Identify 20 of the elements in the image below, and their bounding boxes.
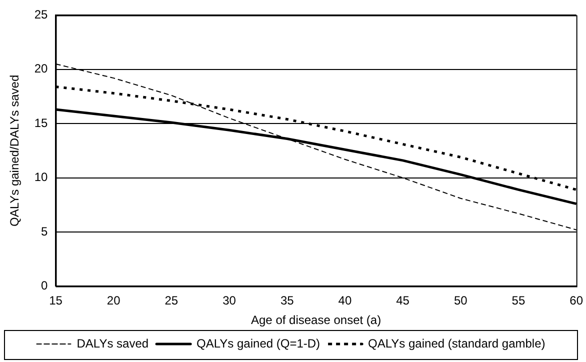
legend-label: QALYs gained (Q=1-D)	[196, 336, 320, 350]
x-axis-title: Age of disease onset (a)	[251, 313, 382, 328]
x-tick-label: 40	[338, 294, 352, 308]
legend-label: QALYs gained (standard gamble)	[368, 336, 546, 350]
x-tick-label: 55	[512, 294, 526, 308]
x-tick-label: 60	[570, 294, 584, 308]
y-tick-label: 0	[41, 278, 48, 293]
x-tick-label: 50	[454, 294, 468, 308]
y-tick-label: 20	[34, 62, 48, 76]
y-axis-title: QALYs gained/DALYs saved	[8, 74, 22, 227]
legend-label: DALYs saved	[76, 336, 149, 350]
x-tick-label: 30	[222, 294, 236, 308]
x-tick-label: 45	[396, 294, 410, 308]
y-tick-label: 25	[34, 8, 48, 22]
x-tick-label: 35	[280, 294, 294, 308]
y-tick-label: 5	[41, 224, 48, 238]
x-tick-label: 20	[106, 294, 121, 308]
y-tick-label: 10	[34, 170, 48, 184]
x-tick-label: 25	[164, 294, 178, 308]
y-tick-label: 15	[34, 116, 48, 130]
